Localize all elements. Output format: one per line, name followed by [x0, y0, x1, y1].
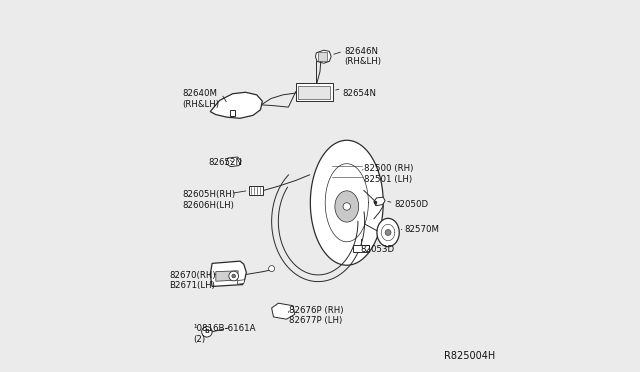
- Polygon shape: [377, 218, 399, 247]
- Text: 82053D: 82053D: [360, 245, 394, 254]
- Polygon shape: [211, 261, 246, 286]
- Polygon shape: [237, 280, 245, 284]
- Polygon shape: [374, 197, 385, 206]
- Circle shape: [269, 266, 275, 272]
- Circle shape: [202, 327, 212, 337]
- Text: 82605H(RH)
82606H(LH): 82605H(RH) 82606H(LH): [182, 190, 236, 210]
- Text: 82050D: 82050D: [394, 200, 429, 209]
- Polygon shape: [296, 83, 333, 101]
- Text: B: B: [204, 329, 209, 334]
- Text: 82670(RH)
B2671(LH): 82670(RH) B2671(LH): [170, 271, 216, 290]
- Text: 82500 (RH)
82501 (LH): 82500 (RH) 82501 (LH): [364, 164, 413, 184]
- Text: ¹0816B-6161A
(2): ¹0816B-6161A (2): [193, 324, 256, 344]
- Text: 82652N: 82652N: [209, 158, 243, 167]
- Polygon shape: [271, 303, 294, 319]
- Circle shape: [343, 203, 351, 210]
- Text: 82654N: 82654N: [342, 89, 376, 98]
- Polygon shape: [211, 92, 262, 118]
- Text: 82570M: 82570M: [405, 225, 440, 234]
- Polygon shape: [316, 50, 331, 63]
- Polygon shape: [310, 140, 383, 265]
- Circle shape: [232, 274, 236, 278]
- Polygon shape: [216, 271, 238, 281]
- Text: 82676P (RH)
82677P (LH): 82676P (RH) 82677P (LH): [289, 306, 344, 325]
- Polygon shape: [227, 157, 241, 167]
- Text: R825004H: R825004H: [444, 351, 495, 361]
- Circle shape: [385, 230, 391, 235]
- Polygon shape: [230, 110, 235, 116]
- Polygon shape: [335, 191, 358, 222]
- Text: 82646N
(RH&LH): 82646N (RH&LH): [344, 46, 381, 66]
- Polygon shape: [298, 86, 330, 99]
- Circle shape: [229, 271, 239, 281]
- Polygon shape: [353, 245, 369, 252]
- Polygon shape: [318, 52, 328, 61]
- Polygon shape: [248, 186, 264, 195]
- Text: 82640M
(RH&LH): 82640M (RH&LH): [182, 89, 220, 109]
